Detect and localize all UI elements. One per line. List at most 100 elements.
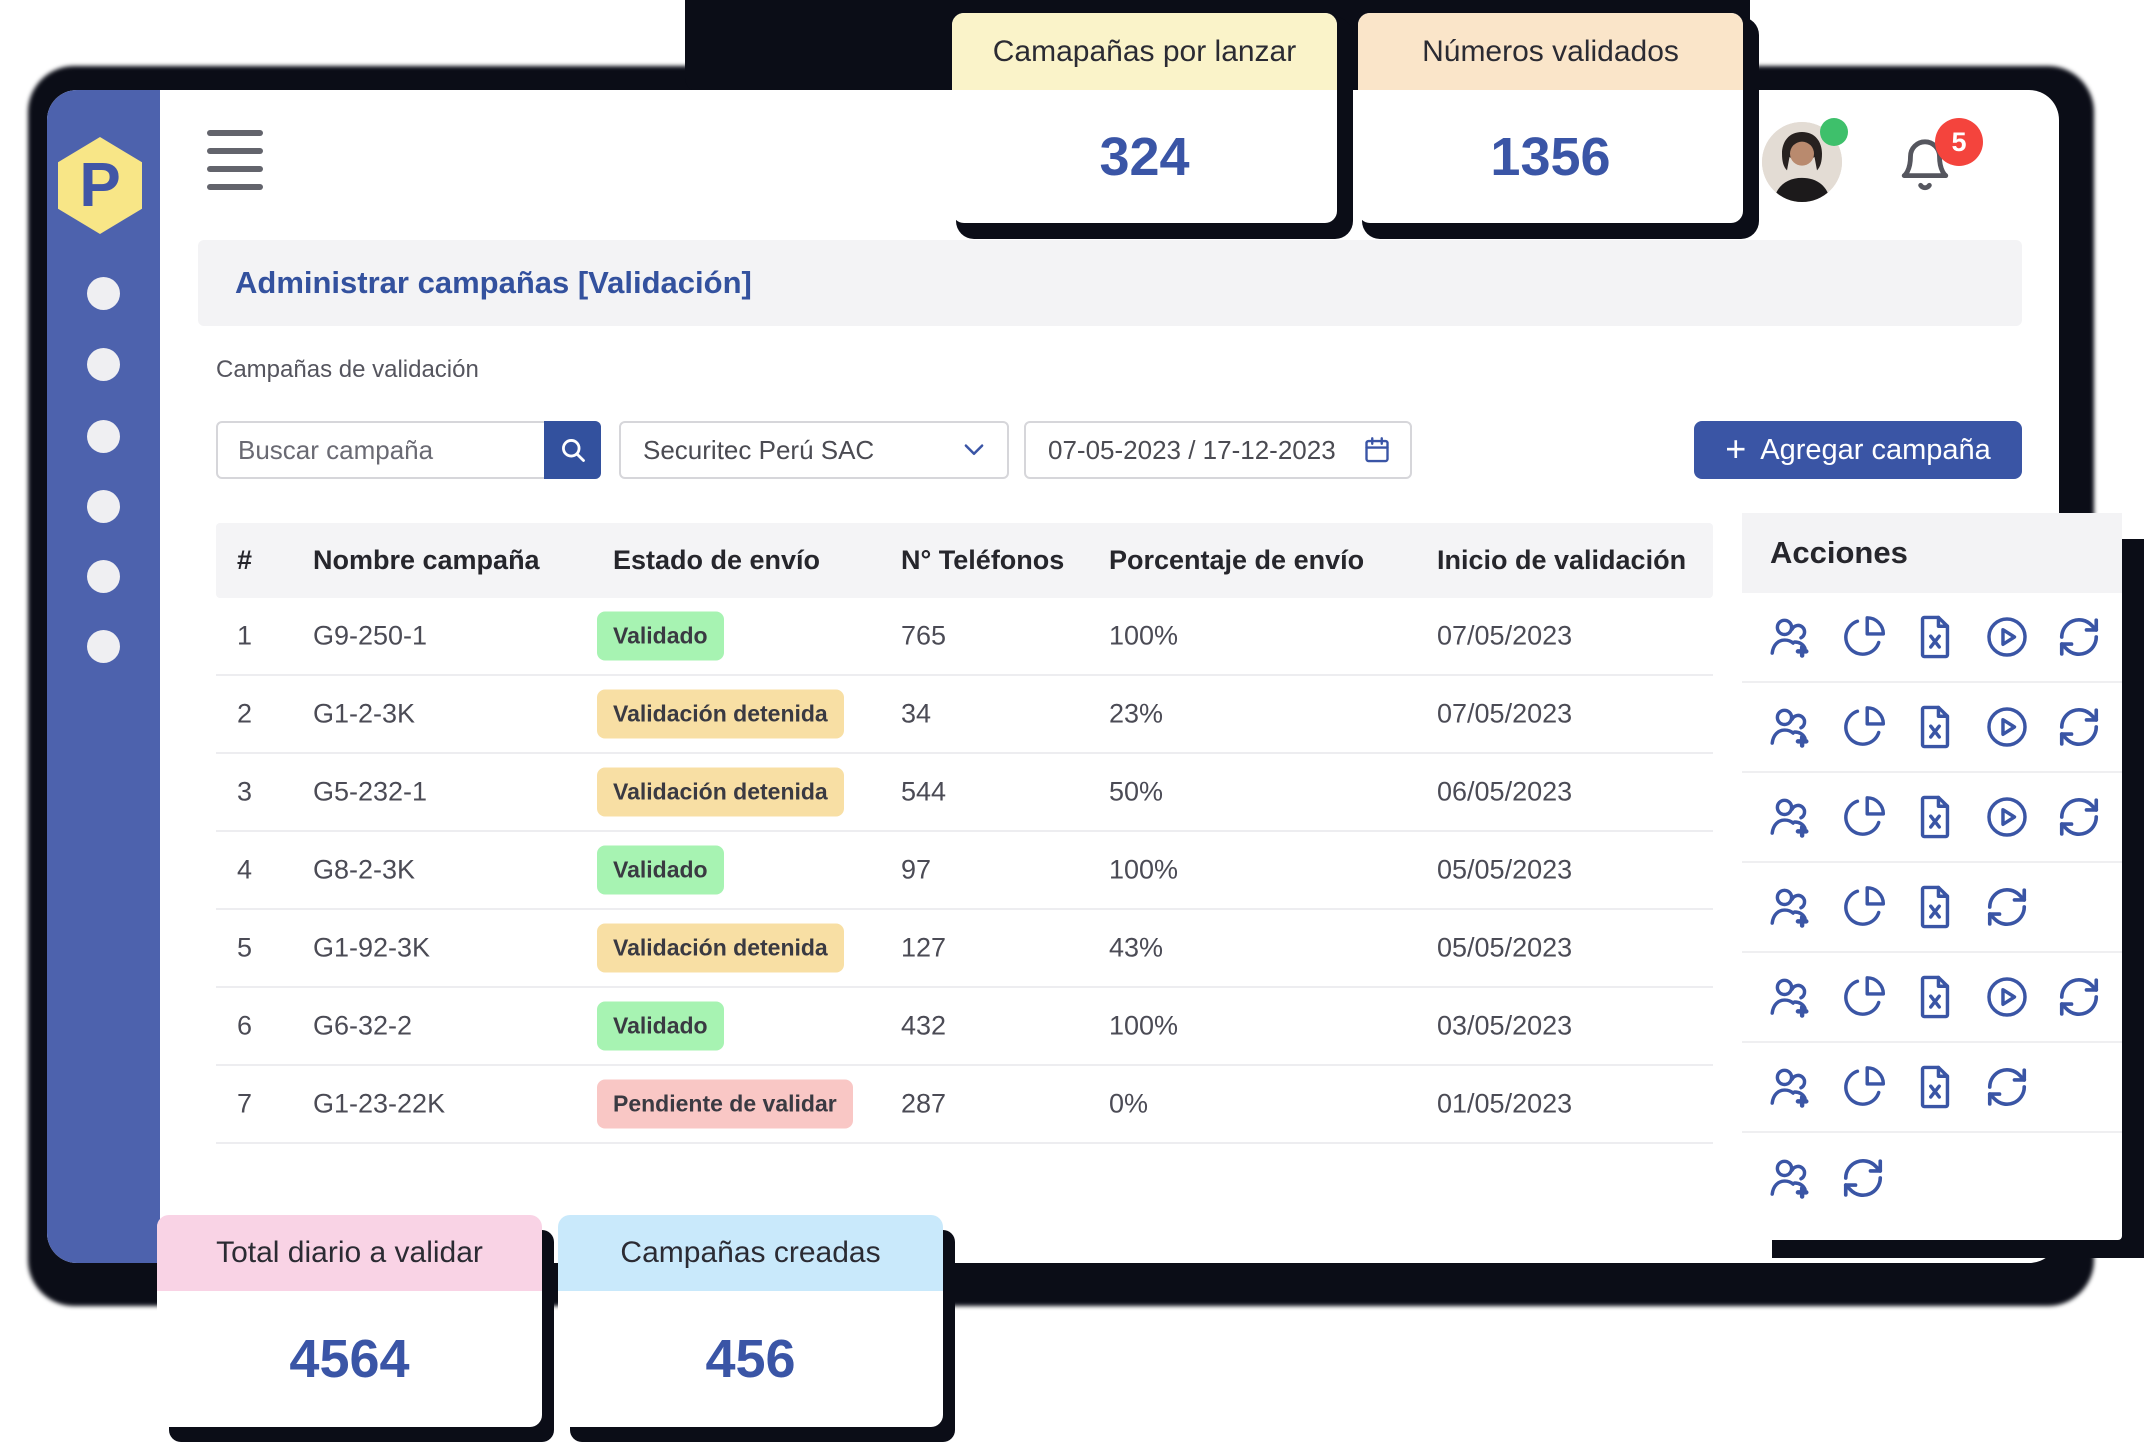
phones-count: 97 bbox=[901, 854, 932, 885]
sidebar-nav-dot[interactable] bbox=[87, 277, 120, 310]
stat-card-value: 324 bbox=[1099, 126, 1190, 187]
refresh-icon[interactable] bbox=[2056, 614, 2102, 660]
stat-card-title: Números validados bbox=[1358, 13, 1743, 90]
refresh-icon[interactable] bbox=[2056, 704, 2102, 750]
app-logo[interactable]: P bbox=[58, 137, 142, 234]
table-row[interactable]: 1 G9-250-1 Validado 765 100% 07/05/2023 bbox=[216, 598, 1713, 676]
add-users-icon[interactable] bbox=[1768, 1155, 1814, 1201]
table-row[interactable]: 2 G1-2-3K Validación detenida 34 23% 07/05/20… bbox=[216, 676, 1713, 754]
sidebar-nav-dot[interactable] bbox=[87, 420, 120, 453]
actions-row bbox=[1742, 1133, 2122, 1223]
sidebar-nav-dot[interactable] bbox=[87, 490, 120, 523]
actions-row bbox=[1742, 863, 2122, 953]
send-percentage: 100% bbox=[1109, 620, 1179, 651]
campaign-name: G5-232-1 bbox=[313, 776, 428, 807]
stat-card-value: 4564 bbox=[289, 1329, 410, 1389]
table-row[interactable]: 5 G1-92-3K Validación detenida 127 43% 05/05/… bbox=[216, 910, 1713, 988]
campaign-search bbox=[216, 421, 601, 479]
pie-chart-icon[interactable] bbox=[1840, 974, 1886, 1020]
add-users-icon[interactable] bbox=[1768, 1064, 1814, 1110]
send-percentage: 50% bbox=[1109, 776, 1164, 807]
status-badge: Validación detenida bbox=[597, 767, 844, 817]
table-row[interactable]: 3 G5-232-1 Validación detenida 544 50% 06/05/… bbox=[216, 754, 1713, 832]
pie-chart-icon[interactable] bbox=[1840, 884, 1886, 930]
phones-count: 765 bbox=[901, 620, 947, 651]
validation-start-date: 01/05/2023 bbox=[1437, 1088, 1573, 1119]
chevron-down-icon bbox=[959, 435, 989, 465]
table-row[interactable]: 6 G6-32-2 Validado 432 100% 03/05/2023 bbox=[216, 988, 1713, 1066]
add-users-icon[interactable] bbox=[1768, 794, 1814, 840]
campaign-name: G8-2-3K bbox=[313, 854, 416, 885]
validation-start-date: 07/05/2023 bbox=[1437, 698, 1573, 729]
refresh-icon[interactable] bbox=[2056, 794, 2102, 840]
col-validation-start: Inicio de validación bbox=[1437, 545, 1687, 575]
logo-letter: P bbox=[79, 150, 121, 220]
status-badge: Validación detenida bbox=[597, 689, 844, 739]
refresh-icon[interactable] bbox=[1984, 1064, 2030, 1110]
pie-chart-icon[interactable] bbox=[1840, 704, 1886, 750]
row-number: 2 bbox=[237, 698, 253, 729]
actions-rows bbox=[1742, 593, 2122, 1223]
add-users-icon[interactable] bbox=[1768, 704, 1814, 750]
excel-file-icon[interactable] bbox=[1912, 1064, 1958, 1110]
app-window: P 5 Administrar campañas [Validación] bbox=[47, 90, 2059, 1263]
phones-count: 432 bbox=[901, 1010, 947, 1041]
campaign-name: G1-2-3K bbox=[313, 698, 416, 729]
excel-file-icon[interactable] bbox=[1912, 704, 1958, 750]
campaign-name: G9-250-1 bbox=[313, 620, 428, 651]
validation-start-date: 07/05/2023 bbox=[1437, 620, 1573, 651]
refresh-icon[interactable] bbox=[2056, 974, 2102, 1020]
stat-card-campaigns-to-launch: Camapañas por lanzar 324 bbox=[952, 13, 1337, 223]
play-circle-icon[interactable] bbox=[1984, 794, 2030, 840]
plus-icon: + bbox=[1725, 427, 1747, 469]
excel-file-icon[interactable] bbox=[1912, 794, 1958, 840]
send-percentage: 23% bbox=[1109, 698, 1164, 729]
sidebar-nav-dot[interactable] bbox=[87, 560, 120, 593]
date-range-value: 07-05-2023 / 17-12-2023 bbox=[1048, 434, 1336, 465]
stat-card-title: Total diario a validar bbox=[157, 1215, 542, 1291]
sidebar-nav-dot[interactable] bbox=[87, 630, 120, 663]
status-badge: Validación detenida bbox=[597, 923, 844, 973]
pie-chart-icon[interactable] bbox=[1840, 794, 1886, 840]
col-phones: N° Teléfonos bbox=[901, 545, 1065, 575]
col-campaign-name: Nombre campaña bbox=[313, 545, 540, 575]
phones-count: 287 bbox=[901, 1088, 947, 1119]
add-users-icon[interactable] bbox=[1768, 614, 1814, 660]
stat-card-title: Camapañas por lanzar bbox=[952, 13, 1337, 90]
refresh-icon[interactable] bbox=[1840, 1155, 1886, 1201]
status-badge: Pendiente de validar bbox=[597, 1079, 853, 1129]
add-users-icon[interactable] bbox=[1768, 884, 1814, 930]
phones-count: 544 bbox=[901, 776, 947, 807]
table-row[interactable]: 4 G8-2-3K Validado 97 100% 05/05/2023 bbox=[216, 832, 1713, 910]
sidebar-nav-dot[interactable] bbox=[87, 348, 120, 381]
stat-card-value: 1356 bbox=[1490, 126, 1611, 187]
play-circle-icon[interactable] bbox=[1984, 974, 2030, 1020]
stat-card-title: Campañas creadas bbox=[558, 1215, 943, 1291]
campaign-name: G6-32-2 bbox=[313, 1010, 413, 1041]
play-circle-icon[interactable] bbox=[1984, 614, 2030, 660]
notification-count-badge: 5 bbox=[1935, 118, 1983, 166]
row-number: 3 bbox=[237, 776, 253, 807]
menu-icon[interactable] bbox=[207, 130, 263, 190]
search-button[interactable] bbox=[544, 421, 601, 479]
date-range-picker[interactable]: 07-05-2023 / 17-12-2023 bbox=[1024, 421, 1412, 479]
excel-file-icon[interactable] bbox=[1912, 614, 1958, 660]
col-send-percentage: Porcentaje de envío bbox=[1109, 545, 1365, 575]
validation-start-date: 06/05/2023 bbox=[1437, 776, 1573, 807]
pie-chart-icon[interactable] bbox=[1840, 1064, 1886, 1110]
row-number: 7 bbox=[237, 1088, 253, 1119]
excel-file-icon[interactable] bbox=[1912, 974, 1958, 1020]
search-input[interactable] bbox=[218, 423, 544, 477]
company-select-value: Securitec Perú SAC bbox=[643, 434, 875, 465]
refresh-icon[interactable] bbox=[1984, 884, 2030, 930]
pie-chart-icon[interactable] bbox=[1840, 614, 1886, 660]
add-users-icon[interactable] bbox=[1768, 974, 1814, 1020]
company-select[interactable]: Securitec Perú SAC bbox=[619, 421, 1009, 479]
send-percentage: 43% bbox=[1109, 932, 1164, 963]
play-circle-icon[interactable] bbox=[1984, 704, 2030, 750]
add-campaign-button[interactable]: + Agregar campaña bbox=[1694, 421, 2022, 479]
add-campaign-label: Agregar campaña bbox=[1760, 433, 1991, 466]
excel-file-icon[interactable] bbox=[1912, 884, 1958, 930]
table-row[interactable]: 7 G1-23-22K Pendiente de validar 287 0% 01/05… bbox=[216, 1066, 1713, 1144]
